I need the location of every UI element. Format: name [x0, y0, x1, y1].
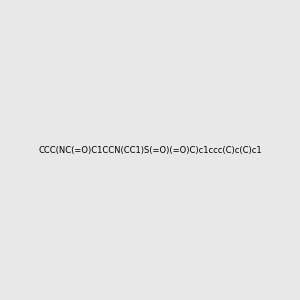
Text: CCC(NC(=O)C1CCN(CC1)S(=O)(=O)C)c1ccc(C)c(C)c1: CCC(NC(=O)C1CCN(CC1)S(=O)(=O)C)c1ccc(C)c… — [38, 146, 262, 154]
